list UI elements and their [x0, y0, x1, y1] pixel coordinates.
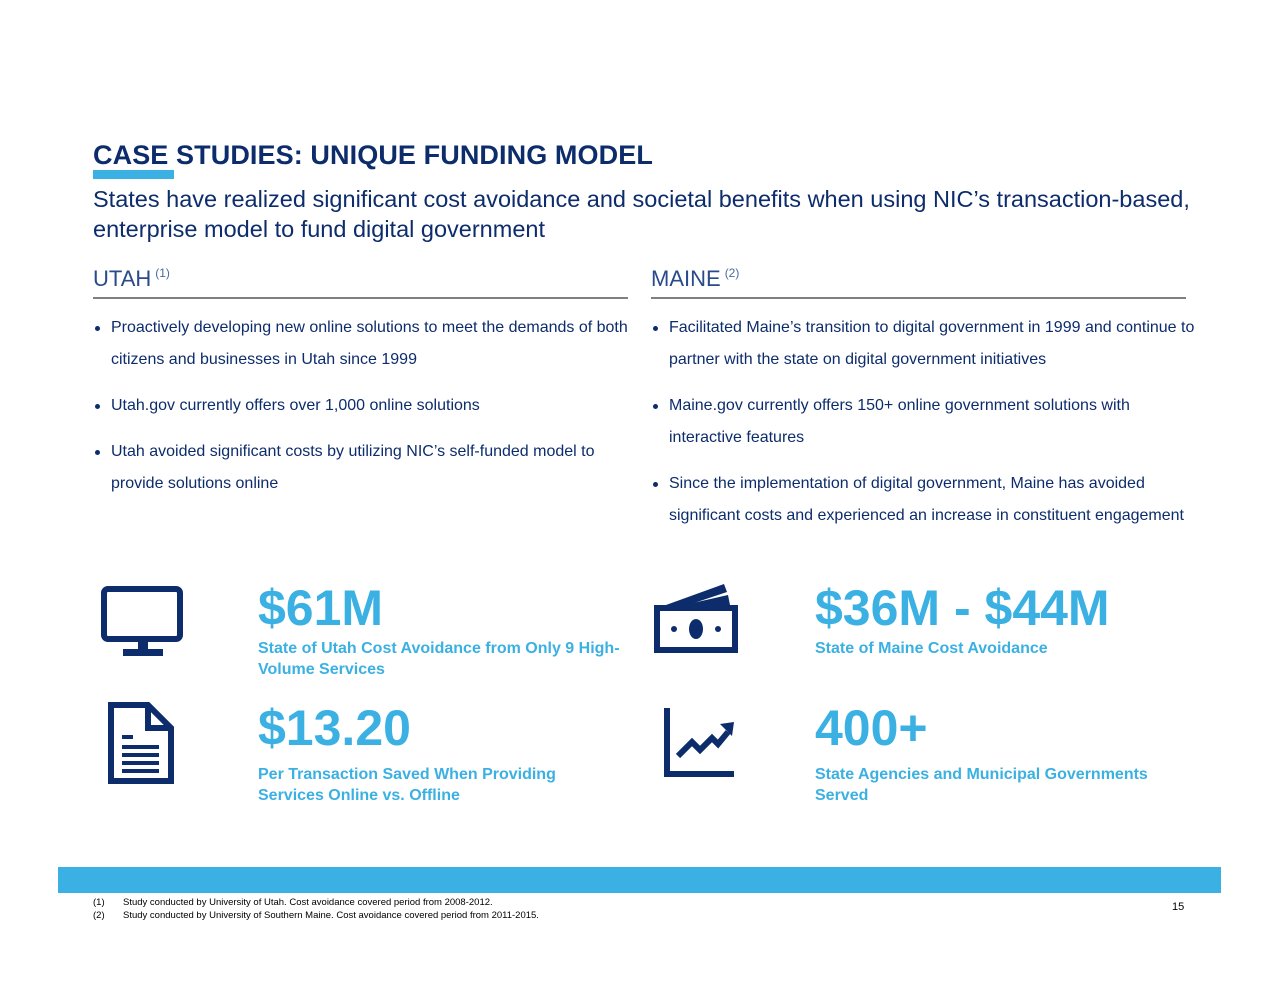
maine-footnote-ref: (2) — [724, 266, 740, 280]
utah-heading-text: UTAH — [93, 266, 152, 291]
utah-stat-value-cost-avoidance: $61M — [258, 580, 384, 636]
utah-heading: UTAH (1) — [93, 266, 170, 292]
footnote-1: (1) Study conducted by University of Uta… — [93, 896, 539, 909]
utah-bullet-item: Utah avoided significant costs by utiliz… — [93, 436, 638, 500]
footnote-number: (2) — [93, 910, 105, 921]
footnote-2: (2) Study conducted by University of Sou… — [93, 909, 539, 922]
utah-footnote-ref: (1) — [155, 266, 170, 280]
title-accent-bar — [93, 170, 174, 179]
maine-stat-label-cost-avoidance: State of Maine Cost Avoidance — [815, 640, 1048, 657]
utah-stat-value-per-transaction: $13.20 — [258, 700, 411, 756]
growth-chart-icon — [664, 708, 734, 777]
maine-bullet-list: Facilitated Maine’s transition to digita… — [651, 312, 1196, 532]
page-subtitle: States have realized significant cost av… — [93, 186, 1190, 242]
utah-bullet-list: Proactively developing new online soluti… — [93, 312, 638, 500]
money-icon — [654, 584, 738, 653]
maine-stat-value-cost-avoidance: $36M - $44M — [815, 580, 1110, 636]
document-icon — [108, 702, 174, 784]
page-title: CASE STUDIES: UNIQUE FUNDING MODEL — [93, 140, 653, 170]
utah-stat-label-per-transaction: Per Transaction Saved When Providing Ser… — [258, 766, 556, 804]
maine-divider — [651, 297, 1186, 299]
maine-stat-value-agencies: 400+ — [815, 700, 928, 756]
maine-bullet-item: Since the implementation of digital gove… — [651, 468, 1196, 532]
page-number: 15 — [1172, 901, 1185, 913]
footnote-text: Study conducted by University of Utah. C… — [123, 897, 493, 908]
maine-bullet-item: Maine.gov currently offers 150+ online g… — [651, 390, 1196, 454]
monitor-icon — [101, 586, 183, 656]
maine-heading-text: MAINE — [651, 266, 721, 291]
maine-heading: MAINE (2) — [651, 266, 739, 292]
utah-stat-label-cost-avoidance: State of Utah Cost Avoidance from Only 9… — [258, 640, 620, 678]
utah-bullet-item: Proactively developing new online soluti… — [93, 312, 638, 376]
maine-bullet-item: Facilitated Maine’s transition to digita… — [651, 312, 1196, 376]
footer-accent-bar — [58, 867, 1221, 893]
footnote-text: Study conducted by University of Souther… — [123, 910, 539, 921]
utah-divider — [93, 297, 628, 299]
maine-stat-label-agencies: State Agencies and Municipal Governments… — [815, 766, 1148, 804]
footnotes: (1) Study conducted by University of Uta… — [93, 896, 539, 922]
utah-bullet-item: Utah.gov currently offers over 1,000 onl… — [93, 390, 638, 422]
footnote-number: (1) — [93, 897, 105, 908]
